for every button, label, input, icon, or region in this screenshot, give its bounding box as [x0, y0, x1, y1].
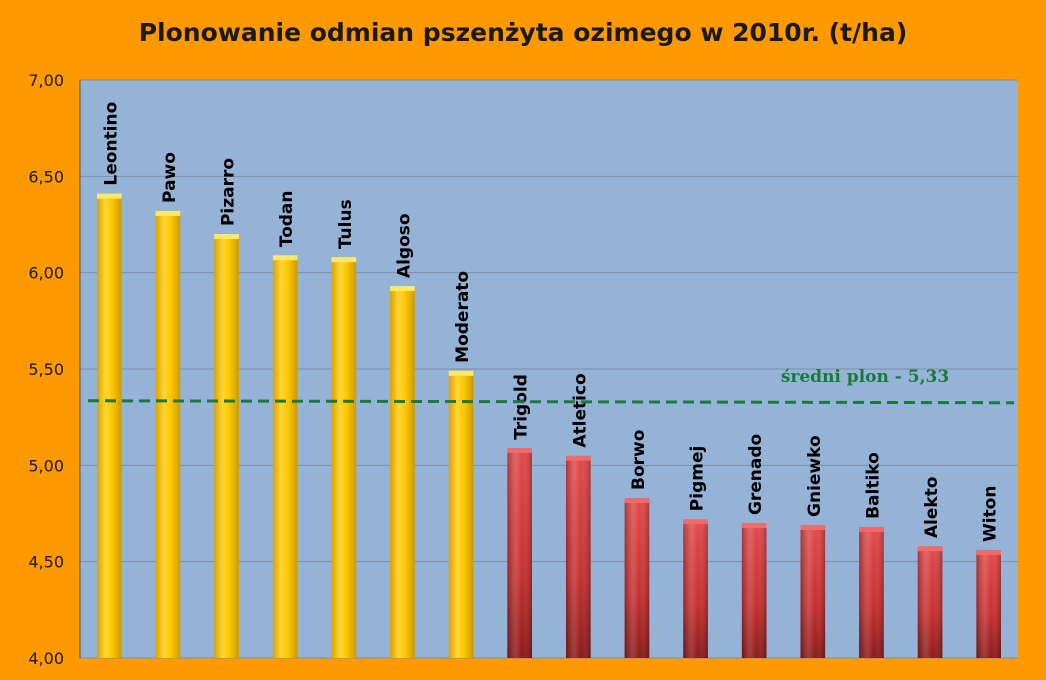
bar-top: [976, 550, 1001, 556]
bar-top: [741, 523, 767, 529]
bar-category-label: Atletico: [570, 373, 590, 447]
bar: [331, 259, 357, 658]
bar-top: [917, 546, 943, 552]
bar-top: [390, 286, 415, 292]
bar-category-label: Moderato: [453, 271, 473, 363]
bar-top: [800, 524, 826, 530]
bar-category-label: Leontino: [101, 102, 121, 186]
bar-category-label: Todan: [277, 190, 297, 247]
bar-category-label: Baltiko: [863, 452, 883, 519]
bar-shading: [683, 521, 708, 658]
chart-title: Plonowanie odmian pszenżyta ozimego w 20…: [138, 18, 908, 47]
bar-category-label: Grenado: [746, 434, 766, 515]
bar-category-label: Tulus: [336, 199, 356, 249]
bar: [448, 372, 474, 658]
bar-shading: [507, 449, 532, 658]
bar-category-label: Trigold: [512, 374, 532, 440]
bar: [97, 195, 122, 658]
bar-category-label: Borwo: [629, 430, 649, 490]
bar-top: [214, 234, 239, 240]
bar-top: [331, 257, 357, 263]
bar: [272, 257, 298, 658]
y-tick-label: 6,50: [28, 167, 64, 186]
bar-category-label: Pawo: [160, 152, 180, 203]
bar-category-label: Pizarro: [219, 158, 239, 226]
bar-category-label: Alekto: [922, 477, 942, 539]
bar-top: [624, 498, 650, 504]
y-tick-label: 4,00: [28, 649, 64, 668]
bar-top: [566, 455, 591, 461]
bar: [390, 288, 415, 658]
average-line: [87, 399, 1015, 405]
bar-top: [859, 526, 884, 532]
bar-category-label: Witon: [981, 486, 1001, 543]
bar-shading: [859, 528, 884, 658]
y-tick-label: 4,50: [28, 553, 64, 572]
bar-category-label: Gniewko: [805, 435, 825, 517]
bar-shading: [917, 548, 943, 658]
y-tick-label: 5,00: [28, 456, 64, 475]
bar-shading: [800, 526, 826, 658]
bar-top: [272, 255, 298, 261]
bar-top: [507, 447, 532, 453]
y-tick-label: 6,00: [28, 264, 64, 283]
bar-shading: [741, 525, 767, 658]
bar-top: [683, 519, 708, 525]
average-label: średni plon - 5,33: [781, 367, 949, 387]
bar-shading: [566, 457, 591, 658]
bar-top: [97, 193, 122, 199]
bar: [155, 212, 181, 658]
y-tick-label: 7,00: [28, 71, 64, 90]
bar-top: [448, 370, 474, 376]
bar-shading: [976, 552, 1001, 658]
bar-category-label: Pigmej: [688, 446, 708, 512]
bar: [214, 236, 239, 658]
bar-category-label: Algoso: [394, 213, 414, 278]
y-tick-label: 5,50: [28, 360, 64, 379]
bar-top: [155, 210, 181, 216]
bar-shading: [624, 500, 650, 658]
